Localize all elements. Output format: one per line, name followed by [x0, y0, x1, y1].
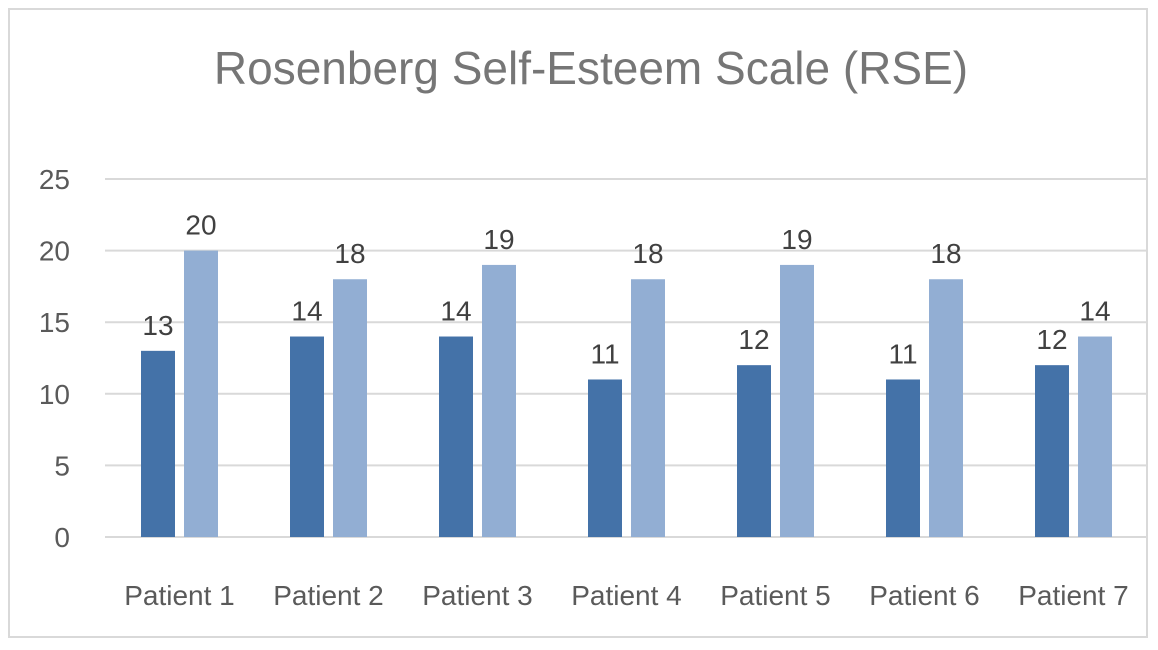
- bar-series-1-patient-3: [439, 336, 473, 537]
- data-label: 14: [440, 296, 471, 327]
- data-label: 19: [483, 224, 514, 255]
- x-category-label: Patient 5: [720, 580, 831, 611]
- x-category-label: Patient 2: [273, 580, 384, 611]
- x-category-label: Patient 6: [869, 580, 980, 611]
- y-tick-label: 15: [39, 307, 70, 338]
- bar-series-1-patient-6: [886, 379, 920, 537]
- data-label: 18: [334, 238, 365, 269]
- bar-series-2-patient-3: [482, 264, 516, 537]
- data-label: 12: [738, 324, 769, 355]
- y-tick-label: 5: [54, 450, 70, 481]
- y-tick-label: 20: [39, 236, 70, 267]
- bar-series-1-patient-1: [141, 350, 175, 537]
- bar-series-1-patient-5: [737, 365, 771, 537]
- data-label: 19: [781, 224, 812, 255]
- x-axis-categories: Patient 1 Patient 2 Patient 3 Patient 4 Pati…: [124, 580, 1129, 611]
- bar-series-2-patient-5: [780, 264, 814, 537]
- bar-series-1-patient-2: [290, 336, 324, 537]
- x-category-label: Patient 1: [124, 580, 235, 611]
- data-labels: 13 20 14 18 14 19 11 18 12 19 11 18 12 14: [142, 210, 1110, 370]
- data-label: 18: [632, 238, 663, 269]
- gridlines: [105, 178, 1148, 538]
- bar-series-2-patient-2: [333, 279, 367, 537]
- data-label: 14: [291, 296, 322, 327]
- y-tick-label: 10: [39, 379, 70, 410]
- bar-series-2-patient-1: [184, 250, 218, 537]
- data-label: 18: [930, 238, 961, 269]
- y-tick-label: 25: [39, 164, 70, 195]
- x-category-label: Patient 7: [1018, 580, 1129, 611]
- bar-series-2-patient-6: [929, 279, 963, 537]
- x-category-label: Patient 3: [422, 580, 533, 611]
- data-label: 11: [888, 338, 917, 369]
- data-label: 12: [1036, 324, 1067, 355]
- bar-series-1-patient-4: [588, 379, 622, 537]
- bar-series-1-patient-7: [1035, 365, 1069, 537]
- data-label: 20: [185, 210, 216, 241]
- chart-title: Rosenberg Self-Esteem Scale (RSE): [214, 42, 968, 94]
- y-axis-ticks: 0 5 10 15 20 25: [39, 164, 70, 553]
- bar-series-2-patient-4: [631, 279, 665, 537]
- x-category-label: Patient 4: [571, 580, 682, 611]
- y-tick-label: 0: [54, 522, 70, 553]
- bar-series-2-patient-7: [1078, 336, 1112, 537]
- bars: [141, 250, 1112, 537]
- data-label: 13: [142, 310, 173, 341]
- data-label: 11: [590, 338, 619, 369]
- data-label: 14: [1079, 296, 1110, 327]
